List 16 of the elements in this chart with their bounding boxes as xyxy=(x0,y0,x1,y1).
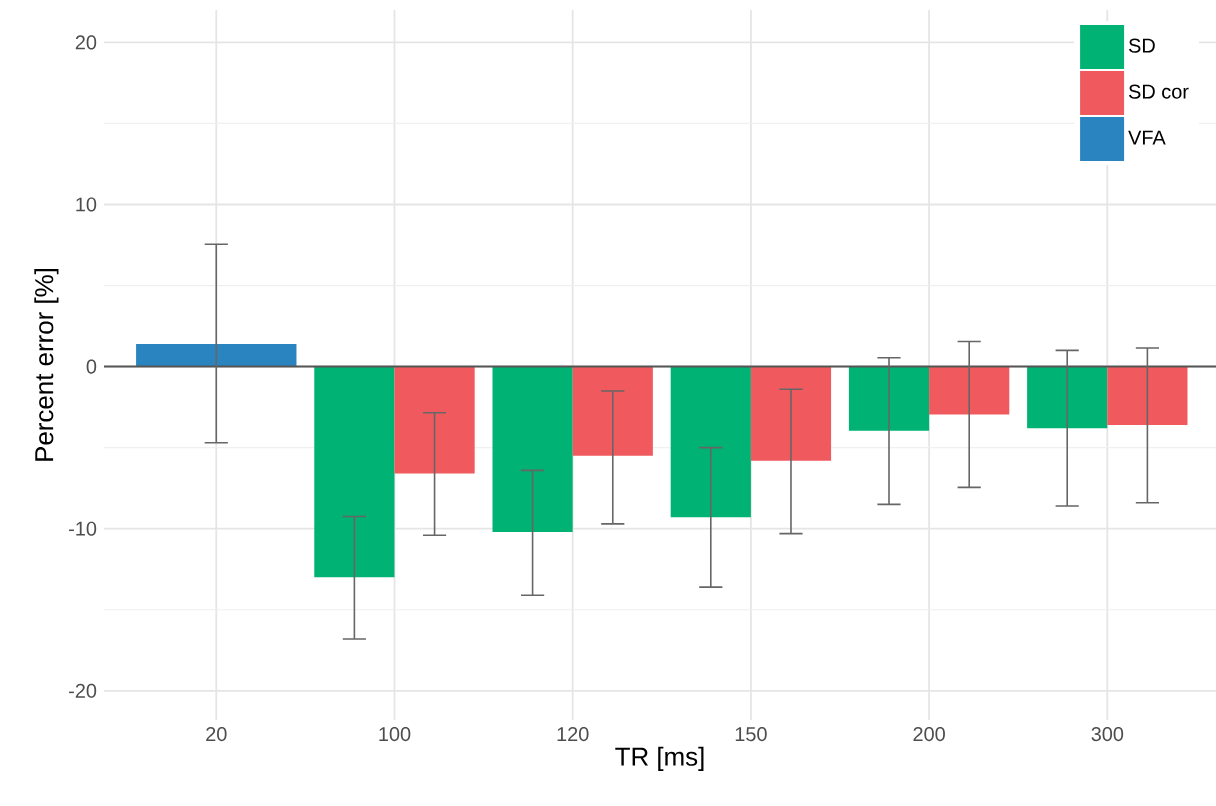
x-tick-label: 300 xyxy=(1091,727,1124,742)
y-tick-label: 10 xyxy=(76,197,97,212)
legend-label: VFA xyxy=(1128,130,1166,145)
x-tick-label: 150 xyxy=(735,727,767,742)
x-tick-label: 20 xyxy=(206,727,227,742)
x-tick-label: 100 xyxy=(379,727,411,742)
x-axis-title: TR [ms] xyxy=(615,746,704,771)
y-axis-title: Percent error [%] xyxy=(34,269,59,461)
y-tick-label: 20 xyxy=(75,35,97,50)
x-tick-label: 200 xyxy=(913,727,945,742)
y-tick-label: 0 xyxy=(86,359,97,374)
legend-label: SD xyxy=(1128,38,1155,53)
x-tick-label: 120 xyxy=(557,727,589,742)
y-tick-label: -10 xyxy=(69,521,97,536)
y-tick-label: -20 xyxy=(69,683,97,698)
legend-label: SD cor xyxy=(1128,84,1189,99)
